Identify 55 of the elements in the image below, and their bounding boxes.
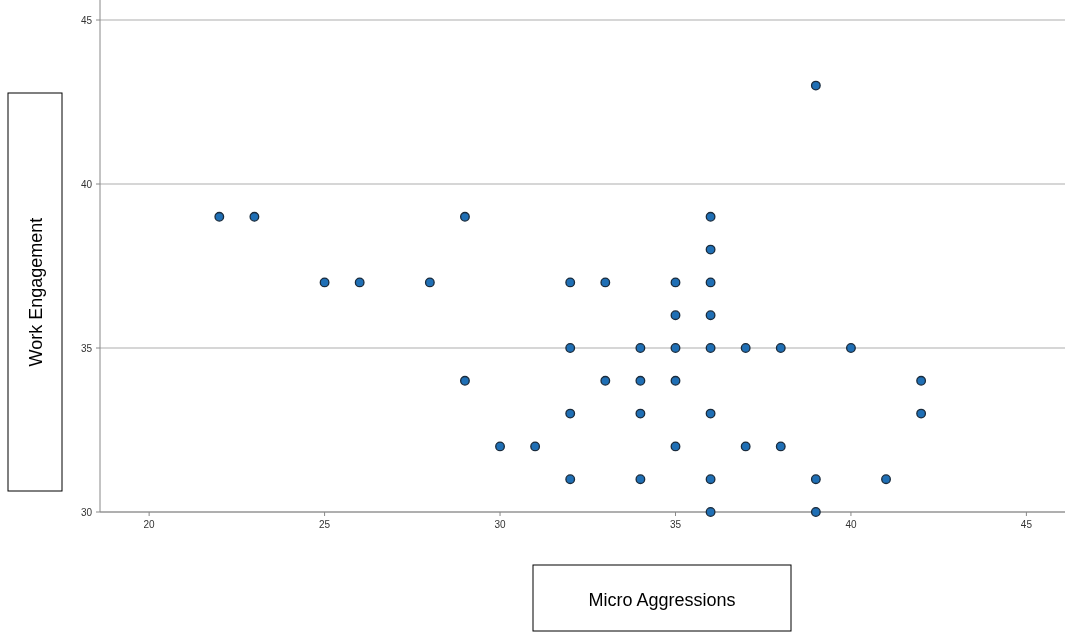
point (810, 474, 821, 485)
point (775, 343, 786, 353)
point (740, 343, 751, 353)
point (565, 343, 576, 353)
point (670, 441, 681, 452)
point (670, 343, 681, 353)
point (705, 277, 716, 288)
point (600, 277, 611, 288)
point (214, 211, 225, 222)
point (600, 375, 611, 386)
y-tick-label: 40 (80, 179, 93, 190)
point (319, 277, 330, 288)
point (810, 80, 821, 91)
point (846, 343, 856, 353)
y-tick-label: 45 (80, 15, 93, 26)
point (530, 441, 541, 452)
point (460, 211, 470, 222)
y-tick-label: 35 (80, 343, 93, 354)
point (565, 408, 576, 419)
point (460, 375, 470, 386)
point (705, 244, 716, 255)
y-axis-title: Work Engagement (26, 217, 46, 367)
x-tick-label: 45 (1020, 519, 1033, 530)
point (635, 474, 646, 485)
point (705, 474, 716, 485)
point (670, 310, 681, 321)
point (881, 474, 891, 485)
point (705, 211, 716, 222)
point (635, 408, 646, 419)
point (635, 343, 646, 353)
x-tick-label: 25 (319, 519, 331, 530)
point (354, 277, 365, 288)
x-tick-label: 30 (494, 519, 507, 530)
point (740, 441, 751, 452)
point (705, 310, 716, 321)
point (916, 408, 927, 419)
y-tick-label: 30 (80, 507, 93, 518)
point (495, 441, 505, 452)
point (775, 441, 786, 452)
point (670, 375, 681, 386)
point (424, 277, 435, 288)
point (670, 277, 681, 288)
x-tick-label: 20 (143, 519, 156, 530)
x-tick-label: 35 (669, 519, 682, 530)
x-axis-title: Micro Aggressions (588, 590, 736, 610)
point (705, 343, 716, 353)
point (249, 211, 260, 222)
point (705, 507, 716, 517)
x-tick-label: 40 (845, 519, 857, 530)
point (565, 474, 576, 485)
point (565, 277, 576, 288)
point (705, 408, 716, 419)
point (916, 375, 927, 386)
point (810, 507, 821, 517)
point (635, 375, 646, 386)
